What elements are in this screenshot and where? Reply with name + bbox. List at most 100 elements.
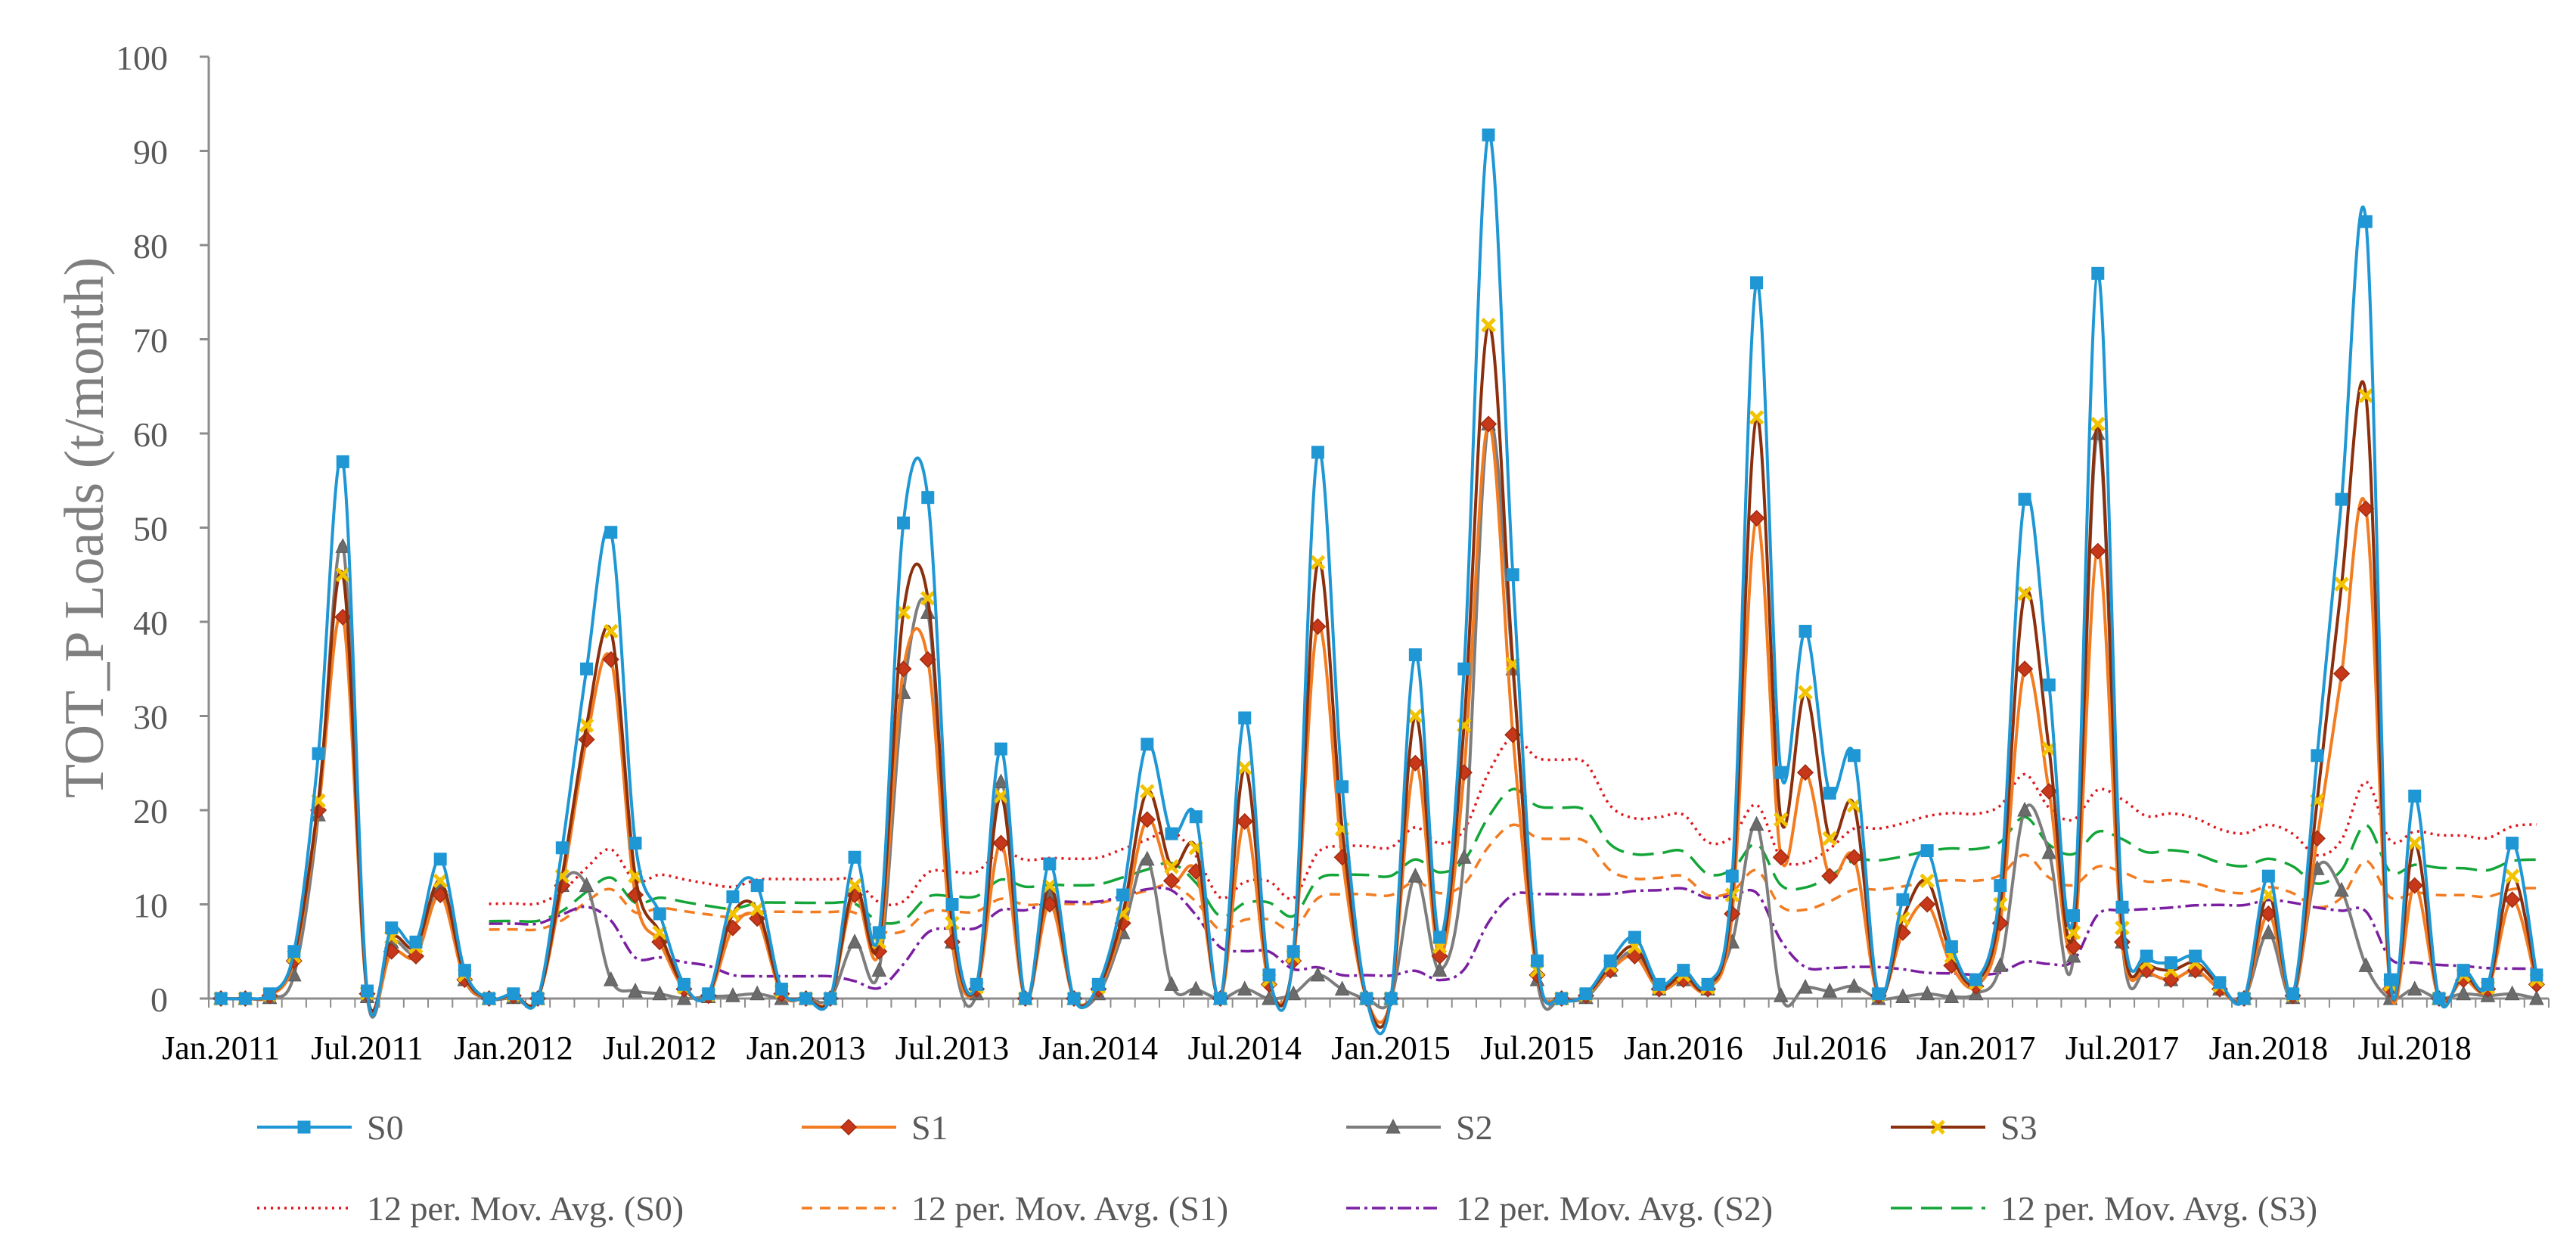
data-point-s3 [1310, 554, 1326, 570]
data-point-s0 [2384, 973, 2398, 986]
x-tick-label: Jul.2017 [2065, 1030, 2179, 1067]
data-point-s0 [1799, 624, 1812, 638]
data-point-s2 [847, 933, 862, 949]
data-point-s2 [2017, 801, 2032, 817]
data-point-s3 [2407, 835, 2422, 851]
data-point-s0 [1043, 857, 1057, 871]
data-point-s0 [848, 850, 861, 864]
data-point-s0 [1067, 992, 1081, 1005]
data-point-s0 [2286, 987, 2300, 1001]
data-point-s3 [1822, 831, 1838, 846]
series-layer [213, 128, 2545, 1036]
data-point-s3 [993, 788, 1009, 804]
data-point-s2 [2407, 980, 2422, 996]
legend-label: S2 [1456, 1108, 1493, 1147]
x-tick-label: Jul.2014 [1188, 1030, 1302, 1067]
data-point-s1 [578, 731, 595, 748]
data-point-s3 [1774, 812, 1789, 828]
legend-item-12-per-mov-avg-s3: 12 per. Mov. Avg. (S3) [1891, 1189, 2317, 1228]
data-point-s3 [750, 901, 765, 917]
data-point-s0 [1238, 711, 1252, 725]
data-point-s0 [238, 992, 252, 1005]
data-point-s1 [1772, 849, 1789, 866]
data-point-s3 [2090, 416, 2106, 432]
data-point-s0 [2042, 678, 2056, 691]
series-line-s3 [221, 323, 2538, 1029]
data-point-s0 [1994, 879, 2007, 893]
data-point-s2 [1920, 985, 1935, 1001]
data-point-s1 [1748, 509, 1765, 527]
data-point-s0 [1603, 954, 1617, 968]
series-s1 [213, 415, 2545, 1024]
legend-label: S3 [2000, 1108, 2038, 1147]
y-tick-label: 30 [133, 698, 168, 737]
data-point-s0 [799, 992, 813, 1005]
data-point-s2 [1140, 850, 1155, 866]
data-point-s0 [2506, 837, 2519, 850]
data-point-s0 [1165, 827, 1178, 840]
x-tick-label: Jan.2015 [1331, 1030, 1451, 1067]
data-point-s0 [702, 987, 715, 1001]
data-point-s0 [1262, 968, 1276, 982]
data-point-s0 [2261, 869, 2275, 883]
data-point-s2 [1310, 966, 1326, 982]
y-tick-label: 40 [133, 604, 168, 642]
data-point-s0 [1384, 992, 1398, 1005]
data-point-s0 [2213, 976, 2227, 989]
data-point-s3 [2017, 586, 2032, 601]
legend-item-12-per-mov-avg-s1: 12 per. Mov. Avg. (S1) [802, 1189, 1228, 1228]
data-point-s2 [1773, 987, 1789, 1002]
data-point-s3 [2504, 868, 2520, 884]
legend-item-s0: S0 [257, 1108, 404, 1147]
data-point-s2 [750, 985, 765, 1001]
data-point-s0 [2530, 968, 2543, 982]
data-point-s3 [1920, 873, 1935, 889]
data-point-s1 [1236, 812, 1253, 831]
data-point-s2 [335, 538, 351, 553]
data-point-s2 [1432, 961, 1448, 977]
x-tick-label: Jan.2011 [162, 1030, 280, 1067]
series-s0 [214, 128, 2543, 1036]
legend-label: 12 per. Mov. Avg. (S3) [2000, 1189, 2317, 1228]
data-point-s2 [1798, 978, 1813, 994]
data-point-s2 [676, 989, 692, 1005]
y-axis-title: TOT_P Loads (t/month) [54, 257, 116, 798]
data-point-s3 [1164, 859, 1179, 874]
data-point-s2 [895, 684, 911, 699]
data-point-s2 [2334, 881, 2349, 897]
data-point-s0 [287, 945, 301, 958]
data-point-s0 [483, 992, 496, 1005]
data-point-s0 [1579, 987, 1593, 1001]
data-point-s1 [1162, 872, 1181, 890]
legend-label: S0 [367, 1108, 404, 1147]
y-tick-label: 70 [133, 321, 168, 360]
data-point-s0 [1433, 930, 1447, 944]
data-point-s2 [725, 987, 740, 1002]
data-point-s2 [2065, 947, 2081, 963]
data-point-s3 [2115, 920, 2130, 936]
legend-marker [840, 1118, 858, 1136]
data-point-s3 [433, 873, 448, 889]
data-point-s0 [628, 837, 642, 850]
data-point-s1 [1796, 764, 1814, 781]
data-point-s2 [1164, 976, 1179, 991]
data-point-s0 [2432, 992, 2446, 1005]
data-point-s1 [2503, 891, 2521, 909]
legend-label: S1 [911, 1108, 948, 1147]
data-point-s2 [603, 971, 619, 986]
data-point-s2 [579, 877, 594, 893]
data-point-s3 [847, 877, 862, 893]
data-point-s0 [1019, 992, 1032, 1005]
x-tick-label: Jan.2012 [454, 1030, 573, 1067]
data-point-s3 [920, 591, 936, 606]
data-point-s0 [555, 841, 569, 855]
data-point-s2 [1286, 985, 1302, 1001]
data-point-s3 [1846, 798, 1862, 813]
x-tick-label: Jul.2016 [1773, 1030, 1886, 1067]
data-point-s1 [992, 834, 1010, 852]
data-point-s0 [2140, 949, 2153, 963]
data-point-s0 [1969, 973, 1983, 986]
data-point-s2 [1822, 982, 1838, 998]
y-ticks: 0 10 20 30 40 50 60 70 80 90 100 [116, 39, 209, 1019]
series-line-s0 [221, 132, 2538, 1036]
